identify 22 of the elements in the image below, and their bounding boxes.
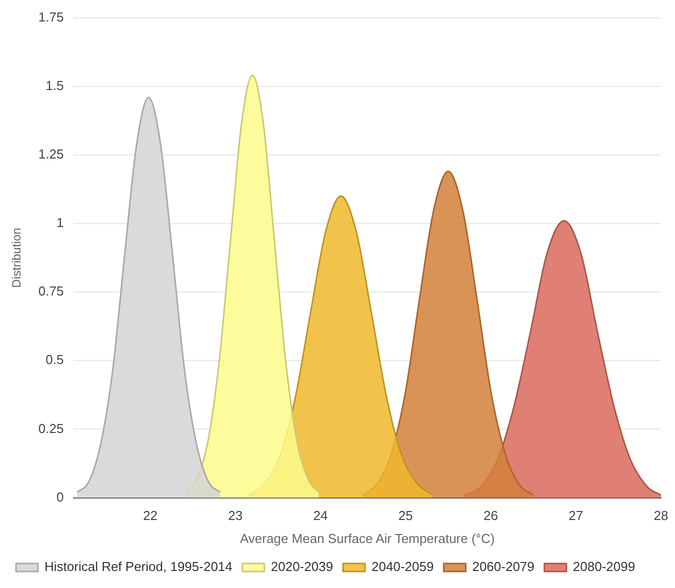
x-tick-label: 26 <box>484 508 498 524</box>
x-tick-label: 24 <box>313 508 328 524</box>
legend-label: 2080-2099 <box>572 559 636 574</box>
legend-label: Historical Ref Period, 1995-2014 <box>44 559 232 574</box>
y-tick-label: 1.25 <box>38 146 64 162</box>
y-tick-label: 1.5 <box>46 78 64 93</box>
x-tick-label: 27 <box>568 508 584 524</box>
x-tick-label: 23 <box>228 508 243 524</box>
legend-label: 2060-2079 <box>472 559 534 574</box>
x-tick-label: 22 <box>143 508 158 524</box>
y-tick-label: 1.75 <box>38 9 64 24</box>
y-tick-label: 1 <box>56 215 64 230</box>
x-tick-label: 25 <box>398 508 413 524</box>
x-axis-title: Average Mean Surface Air Temperature (°C) <box>240 530 495 546</box>
y-tick-label: 0.75 <box>38 284 64 299</box>
legend-label: 2040-2059 <box>372 559 434 574</box>
y-tick-label: 0 <box>56 489 64 504</box>
y-tick-label: 0.5 <box>46 352 64 368</box>
y-axis-title: Distribution <box>10 228 24 288</box>
x-tick-label: 28 <box>654 508 668 524</box>
legend-label: 2020-2039 <box>270 559 334 574</box>
y-tick-label: 0.25 <box>38 420 64 436</box>
